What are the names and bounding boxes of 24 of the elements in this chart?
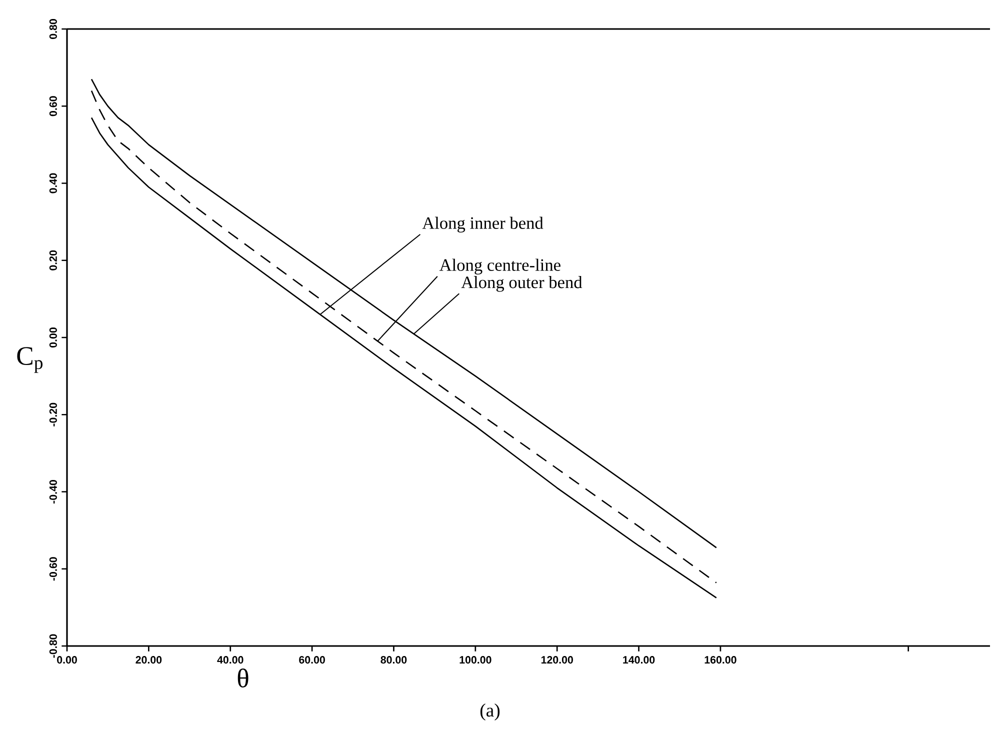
y-axis-title: C$_{p}$	[17, 347, 43, 373]
x-tick-label: 20.00	[136, 656, 162, 664]
x-tick-label: 120.00	[541, 656, 573, 664]
y-tick-label: 0.60	[49, 96, 57, 116]
y-tick-label: -0.80	[49, 634, 57, 658]
x-tick-label: 80.00	[380, 656, 407, 664]
x-tick-label: 140.00	[623, 656, 655, 664]
annotation: Along outer bend	[461, 276, 582, 292]
x-tick-label: 160.00	[704, 656, 736, 664]
annotation: Along centre-line	[439, 258, 560, 274]
x-tick-label: 100.00	[460, 656, 492, 664]
y-tick-label: -0.20	[49, 402, 57, 426]
y-tick-label: -0.40	[49, 480, 57, 504]
x-tick-label: 0.00	[57, 656, 77, 664]
y-tick-label: -0.60	[49, 557, 57, 581]
text: (a)	[480, 704, 500, 720]
y-tick-label: 0.80	[49, 19, 57, 39]
x-tick-label: 60.00	[299, 656, 325, 664]
annotation: Along inner bend	[422, 216, 544, 232]
y-tick-label: 0.20	[49, 250, 57, 270]
y-tick-label: 0.00	[49, 328, 57, 348]
x-axis-title: θ	[238, 668, 248, 688]
y-tick-label: 0.40	[49, 173, 57, 194]
x-tick-label: 40.00	[217, 656, 244, 664]
